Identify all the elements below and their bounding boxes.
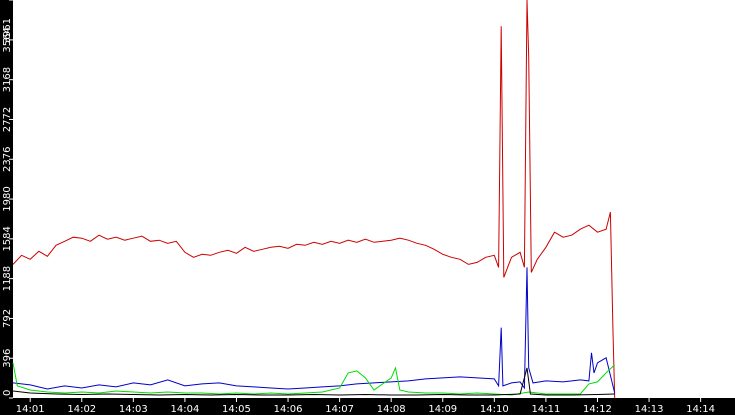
y-tick-label: 396 (2, 349, 13, 368)
x-tick-label: 14:03 (119, 404, 148, 415)
series-line-green (12, 362, 616, 396)
x-tick-label: 14:08 (377, 404, 406, 415)
x-tick-label: 14:12 (583, 404, 612, 415)
x-tick-label: 14:06 (274, 404, 303, 415)
y-axis-band (0, 0, 13, 415)
x-tick-label: 14:11 (531, 404, 560, 415)
x-tick-label: 14:04 (170, 404, 199, 415)
x-tick-label: 14:13 (635, 404, 664, 415)
series-line-red (12, 0, 616, 399)
y-tick-label: 1584 (2, 226, 13, 251)
y-tick-label: 0 (2, 390, 13, 396)
x-tick-label: 14:14 (686, 404, 715, 415)
x-tick-label: 14:01 (16, 404, 45, 415)
y-tick-label: 3564 (2, 27, 13, 52)
x-axis-band (0, 398, 735, 415)
x-tick-label: 14:02 (67, 404, 96, 415)
y-tick-label: 1980 (2, 186, 13, 211)
y-tick-label: 3961 (2, 18, 13, 43)
x-tick-label: 14:05 (222, 404, 251, 415)
y-tick-label: 3168 (2, 67, 13, 92)
series-layer (12, 0, 616, 399)
x-tick-label: 14:07 (325, 404, 354, 415)
y-tick-label: 1188 (2, 266, 13, 291)
x-tick-label: 14:10 (480, 404, 509, 415)
x-tick-label: 14:09 (428, 404, 457, 415)
series-line-black (12, 367, 615, 396)
y-tick-label: 792 (2, 309, 13, 328)
x-axis-ticks: 14:01 14:02 14:03 14:04 14:05 14:06 14:07 14:08… (16, 398, 715, 415)
series-line-blue (12, 267, 616, 394)
y-tick-label: 2376 (2, 147, 13, 172)
y-tick-label: 2772 (2, 107, 13, 132)
